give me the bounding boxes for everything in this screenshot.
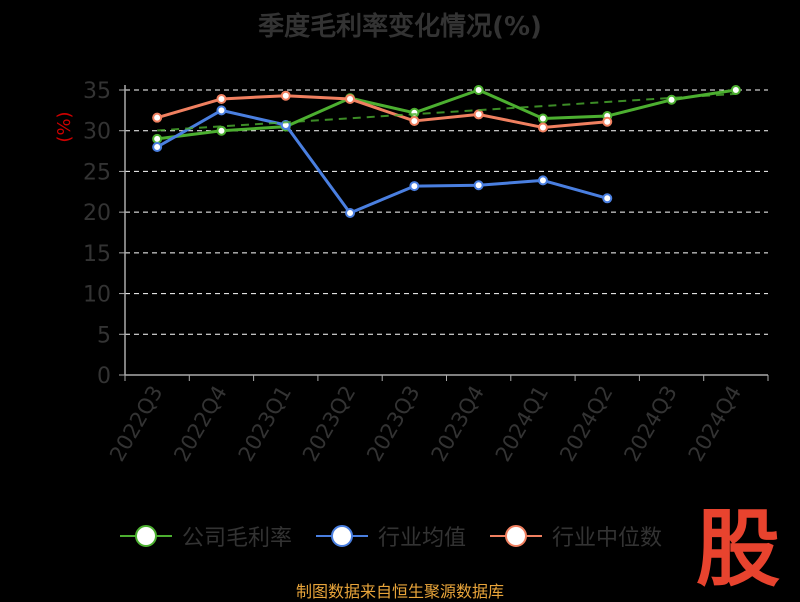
legend-marker-icon (316, 525, 369, 547)
data-point (345, 93, 356, 104)
x-tick-label: 2023Q3 (362, 382, 424, 466)
data-point (473, 109, 484, 120)
data-point (409, 107, 420, 118)
series-line (156, 94, 608, 129)
legend: 公司毛利率 行业均值 行业中位数 (120, 516, 662, 556)
data-source-note: 制图数据来自恒生聚源数据库 (295, 582, 504, 601)
legend-item-industry-mean[interactable]: 行业均值 (316, 520, 466, 552)
x-tick-label: 2022Q4 (169, 382, 231, 466)
data-point (730, 85, 741, 95)
svg-text:股: 股 (696, 500, 780, 590)
y-tick-label: 20 (83, 201, 111, 226)
data-point (473, 85, 484, 95)
legend-item-company[interactable]: 公司毛利率 (120, 520, 292, 552)
x-tick-label: 2024Q3 (619, 382, 681, 466)
data-point (602, 193, 613, 204)
data-point (537, 175, 548, 186)
data-point (537, 113, 548, 124)
data-point (409, 181, 420, 192)
legend-label: 行业均值 (378, 526, 467, 551)
legend-marker-icon (490, 525, 543, 547)
legend-marker-icon (120, 525, 172, 547)
data-point (152, 142, 163, 152)
data-point (409, 115, 420, 126)
data-point (216, 125, 227, 136)
y-tick-label: 5 (97, 323, 111, 348)
x-tick-label: 2022Q3 (105, 382, 167, 466)
legend-item-industry-median[interactable]: 行业中位数 (490, 520, 662, 552)
data-point (345, 207, 356, 218)
x-tick-label: 2024Q2 (555, 382, 617, 466)
series-line (156, 108, 608, 215)
series-line (156, 88, 737, 141)
x-tick-label: 2024Q1 (491, 382, 553, 466)
data-point (152, 133, 163, 144)
data-point (280, 90, 291, 101)
y-tick-label: 0 (97, 364, 111, 389)
series-lines (152, 85, 741, 218)
x-tick-label: 2023Q2 (298, 382, 360, 466)
data-point (152, 112, 163, 123)
y-tick-label: 10 (83, 283, 111, 308)
trend-line (157, 92, 736, 132)
data-point (666, 94, 677, 105)
data-point (216, 105, 227, 116)
data-point (602, 116, 613, 127)
y-tick-label: 30 (83, 120, 111, 145)
data-point (216, 93, 227, 104)
x-tick-label: 2023Q1 (234, 382, 296, 466)
logo-icon: 股 (696, 500, 780, 590)
data-point (473, 180, 484, 191)
legend-label: 公司毛利率 (182, 526, 293, 551)
legend-label: 行业中位数 (552, 526, 663, 551)
x-tick-label: 2023Q4 (427, 382, 489, 466)
x-tick-label: 2024Q4 (684, 382, 746, 466)
y-tick-label: 35 (83, 79, 111, 104)
grid-lines (125, 89, 768, 335)
chart-title: 季度毛利率变化情况(%) (258, 12, 542, 42)
data-point (537, 122, 548, 133)
y-axis-label: (%) (54, 111, 75, 142)
y-tick-label: 25 (83, 160, 111, 185)
y-tick-label: 15 (83, 242, 111, 267)
